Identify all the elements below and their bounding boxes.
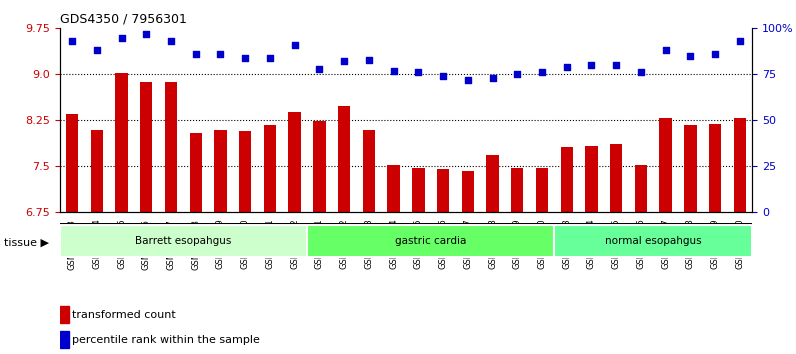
Bar: [313, 121, 326, 212]
Text: transformed count: transformed count: [72, 310, 176, 320]
Bar: [165, 82, 178, 212]
Bar: [659, 118, 672, 212]
Point: [634, 70, 647, 75]
Point: [91, 47, 103, 53]
Point: [115, 35, 128, 40]
FancyBboxPatch shape: [307, 225, 554, 257]
Bar: [239, 131, 252, 212]
Point: [437, 73, 450, 79]
Bar: [66, 114, 78, 212]
Text: normal esopahgus: normal esopahgus: [605, 236, 701, 246]
Text: percentile rank within the sample: percentile rank within the sample: [72, 335, 260, 344]
Point: [610, 62, 622, 68]
Point: [486, 75, 499, 81]
Bar: [214, 130, 227, 212]
Text: gastric cardia: gastric cardia: [395, 236, 466, 246]
Point: [140, 31, 153, 37]
Point: [313, 66, 326, 72]
Point: [462, 77, 474, 83]
Point: [659, 47, 672, 53]
Bar: [462, 171, 474, 212]
Point: [214, 51, 227, 57]
Point: [536, 70, 548, 75]
Bar: [685, 125, 696, 212]
Point: [733, 38, 746, 44]
Text: Barrett esopahgus: Barrett esopahgus: [135, 236, 232, 246]
Bar: [412, 167, 424, 212]
Bar: [634, 165, 647, 212]
Point: [684, 53, 696, 59]
Bar: [189, 133, 202, 212]
Bar: [585, 145, 598, 212]
Bar: [60, 331, 68, 348]
Bar: [486, 155, 499, 212]
Bar: [388, 165, 400, 212]
Point: [66, 38, 79, 44]
Point: [288, 42, 301, 48]
Bar: [734, 118, 746, 212]
Bar: [91, 130, 103, 212]
Point: [511, 72, 524, 77]
Bar: [437, 169, 449, 212]
Point: [412, 70, 425, 75]
Point: [585, 62, 598, 68]
FancyBboxPatch shape: [60, 225, 307, 257]
Bar: [60, 306, 68, 323]
Point: [189, 51, 202, 57]
Point: [387, 68, 400, 74]
Point: [560, 64, 573, 70]
Bar: [363, 130, 375, 212]
Point: [165, 38, 178, 44]
Point: [362, 57, 375, 62]
Text: tissue ▶: tissue ▶: [4, 238, 49, 247]
Bar: [140, 82, 153, 212]
FancyBboxPatch shape: [554, 225, 752, 257]
Bar: [115, 73, 127, 212]
Bar: [709, 124, 721, 212]
Bar: [610, 144, 622, 212]
Bar: [263, 125, 276, 212]
Point: [239, 55, 252, 61]
Point: [338, 59, 350, 64]
Bar: [536, 168, 548, 212]
Bar: [511, 168, 524, 212]
Bar: [338, 105, 350, 212]
Point: [263, 55, 276, 61]
Text: GDS4350 / 7956301: GDS4350 / 7956301: [60, 13, 186, 26]
Bar: [560, 147, 573, 212]
Bar: [288, 112, 301, 212]
Point: [708, 51, 721, 57]
